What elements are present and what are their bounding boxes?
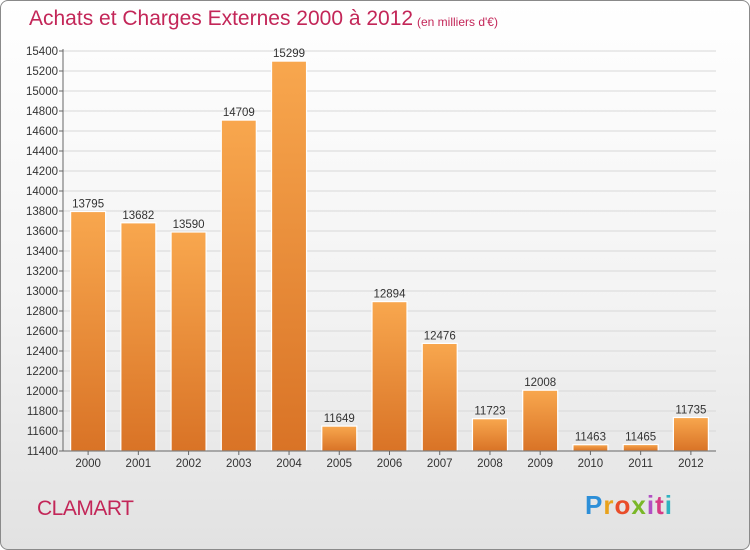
- bar-2012: [672, 416, 709, 452]
- bar-2002: [170, 231, 207, 452]
- data-label: 11723: [474, 406, 505, 418]
- brand-logo: Proxiti: [585, 490, 673, 521]
- y-tick-label: 14200: [26, 166, 58, 178]
- data-label: 13682: [122, 210, 154, 222]
- x-tick-label: 2004: [276, 458, 302, 470]
- data-label: 11463: [575, 432, 606, 444]
- data-label: 15299: [273, 48, 305, 60]
- bar-2011: [622, 443, 659, 452]
- y-tick-label: 14800: [26, 106, 58, 118]
- x-tick-label: 2007: [427, 458, 453, 470]
- x-tick-label: 2000: [75, 458, 101, 470]
- brand-logo-letter: x: [631, 490, 647, 520]
- bar-2008: [471, 418, 509, 452]
- data-label: 11649: [324, 413, 355, 425]
- brand-logo-letter: i: [664, 490, 673, 520]
- bar-2007: [421, 342, 458, 452]
- x-tick-label: 2010: [578, 458, 604, 470]
- bar-2009: [522, 389, 559, 452]
- y-tick-label: 13600: [26, 226, 58, 238]
- x-tick-label: 2011: [628, 458, 653, 470]
- x-tick-label: 2002: [176, 458, 202, 470]
- bars: [70, 60, 709, 452]
- data-label: 11465: [625, 432, 656, 444]
- x-tick-label: 2006: [377, 458, 403, 470]
- brand-logo-letter: i: [646, 490, 656, 520]
- axes: [59, 49, 716, 455]
- chart-title: Achats et Charges Externes 2000 à 2012: [29, 7, 414, 30]
- y-tick-label: 14000: [26, 186, 58, 198]
- brand-logo-letter: t: [655, 490, 665, 520]
- y-tick-label: 12000: [26, 386, 58, 398]
- data-label: 11735: [675, 405, 706, 417]
- y-tick-label: 12400: [26, 346, 58, 358]
- brand-logo-letter: P: [585, 490, 604, 520]
- x-tick-label: 2012: [678, 458, 704, 470]
- y-tick-label: 12600: [26, 326, 58, 338]
- data-label: 12008: [524, 377, 556, 389]
- bar-2005: [321, 425, 358, 452]
- x-tick-label: 2009: [527, 458, 553, 470]
- data-label: 14709: [223, 107, 255, 119]
- x-tick-labels: 2000 2001 2002 2003 2004 2005 2006 2007 2008 2009…: [75, 458, 703, 470]
- y-tick-label: 13400: [26, 246, 58, 258]
- chart-subtitle: (en milliers d'€): [417, 15, 498, 29]
- y-tick-label: 11600: [27, 426, 58, 438]
- x-tick-label: 2001: [126, 458, 152, 470]
- bar-2000: [70, 210, 107, 452]
- x-tick-label: 2008: [477, 458, 503, 470]
- y-tick-label: 14600: [26, 126, 58, 138]
- y-tick-label: 15000: [26, 86, 58, 98]
- bar-2003: [220, 119, 257, 452]
- data-label: 13590: [173, 219, 205, 231]
- brand-logo-letter: o: [614, 490, 632, 520]
- data-label: 12476: [424, 330, 456, 342]
- y-tick-label: 11400: [27, 446, 58, 458]
- data-label: 12894: [374, 289, 407, 301]
- x-tick-label: 2003: [226, 458, 252, 470]
- y-tick-label: 14400: [26, 146, 58, 158]
- y-tick-label: 13200: [26, 266, 58, 278]
- data-labels: 13795 13682 13590 14709 15299 11649 12894 12476…: [72, 48, 706, 444]
- data-label: 13795: [72, 199, 104, 211]
- y-tick-label: 13000: [26, 286, 58, 298]
- y-tick-label: 12800: [26, 306, 58, 318]
- y-tick-label: 12200: [26, 366, 58, 378]
- bar-2010: [572, 444, 609, 452]
- y-tick-label: 13800: [26, 206, 58, 218]
- y-tick-label: 15200: [26, 66, 58, 78]
- bar-2001: [120, 222, 157, 452]
- y-tick-label: 11800: [27, 406, 58, 418]
- brand-logo-letter: r: [603, 490, 615, 520]
- bar-2004: [270, 60, 308, 452]
- city-name: CLAMART: [37, 497, 134, 520]
- y-tick-labels: 11400 11600 11800 12000 12200 12400 12600 12800…: [26, 46, 58, 458]
- x-tick-label: 2005: [326, 458, 352, 470]
- bar-2006: [371, 301, 408, 452]
- y-tick-label: 15400: [26, 46, 58, 58]
